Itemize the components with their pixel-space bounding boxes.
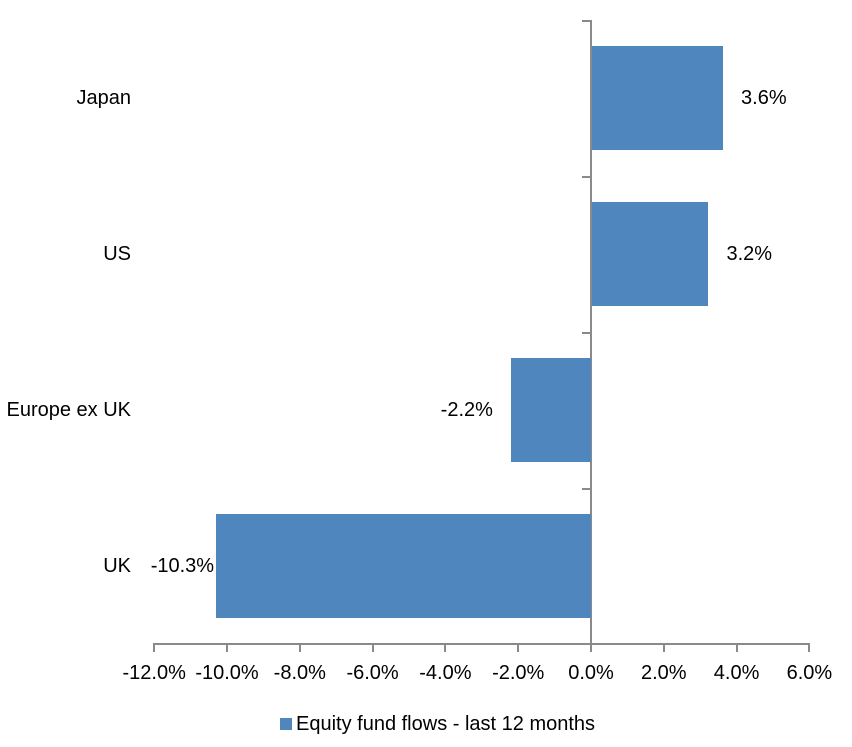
x-tick-label: -8.0%	[273, 662, 326, 684]
x-axis-line	[154, 643, 811, 645]
bar-us	[592, 202, 709, 306]
x-tick-label: -10.0%	[195, 662, 259, 684]
x-tick-label: 0.0%	[568, 662, 614, 684]
data-label: -10.3%	[150, 555, 215, 577]
y-axis-tick	[582, 488, 590, 490]
x-axis-tick	[808, 643, 811, 652]
category-label: US	[103, 243, 131, 265]
legend: Equity fund flows - last 12 months	[280, 711, 595, 737]
x-tick-label: -4.0%	[419, 662, 472, 684]
x-axis-tick	[298, 643, 301, 652]
y-axis-tick	[582, 176, 590, 178]
x-tick-label: 2.0%	[641, 662, 687, 684]
x-axis-tick	[517, 643, 520, 652]
data-label: -2.2%	[440, 399, 493, 421]
x-axis-tick	[662, 643, 665, 652]
x-tick-label: -12.0%	[122, 662, 186, 684]
legend-swatch	[280, 718, 292, 730]
x-axis-tick	[153, 643, 156, 652]
x-tick-label: -6.0%	[346, 662, 399, 684]
x-axis-tick	[590, 643, 592, 652]
category-label: UK	[103, 555, 131, 577]
bar-europe-ex-uk	[510, 358, 591, 462]
x-axis-tick	[735, 643, 738, 652]
y-axis-tick	[582, 332, 590, 334]
data-label: 3.2%	[726, 243, 773, 265]
category-label: Europe ex UK	[6, 399, 131, 421]
x-tick-label: -2.0%	[492, 662, 545, 684]
x-axis-tick	[226, 643, 228, 652]
legend-label: Equity fund flows - last 12 months	[296, 713, 596, 735]
y-axis-tick	[582, 20, 590, 22]
bar-uk	[216, 514, 591, 618]
x-tick-label: 4.0%	[713, 662, 760, 684]
data-label: 3.6%	[741, 87, 787, 109]
x-tick-label: 6.0%	[786, 662, 833, 684]
category-label: Japan	[76, 87, 132, 109]
y-axis-line	[590, 20, 592, 652]
bar-japan	[592, 46, 724, 150]
x-axis-tick	[371, 643, 374, 652]
x-axis-tick	[444, 643, 447, 652]
